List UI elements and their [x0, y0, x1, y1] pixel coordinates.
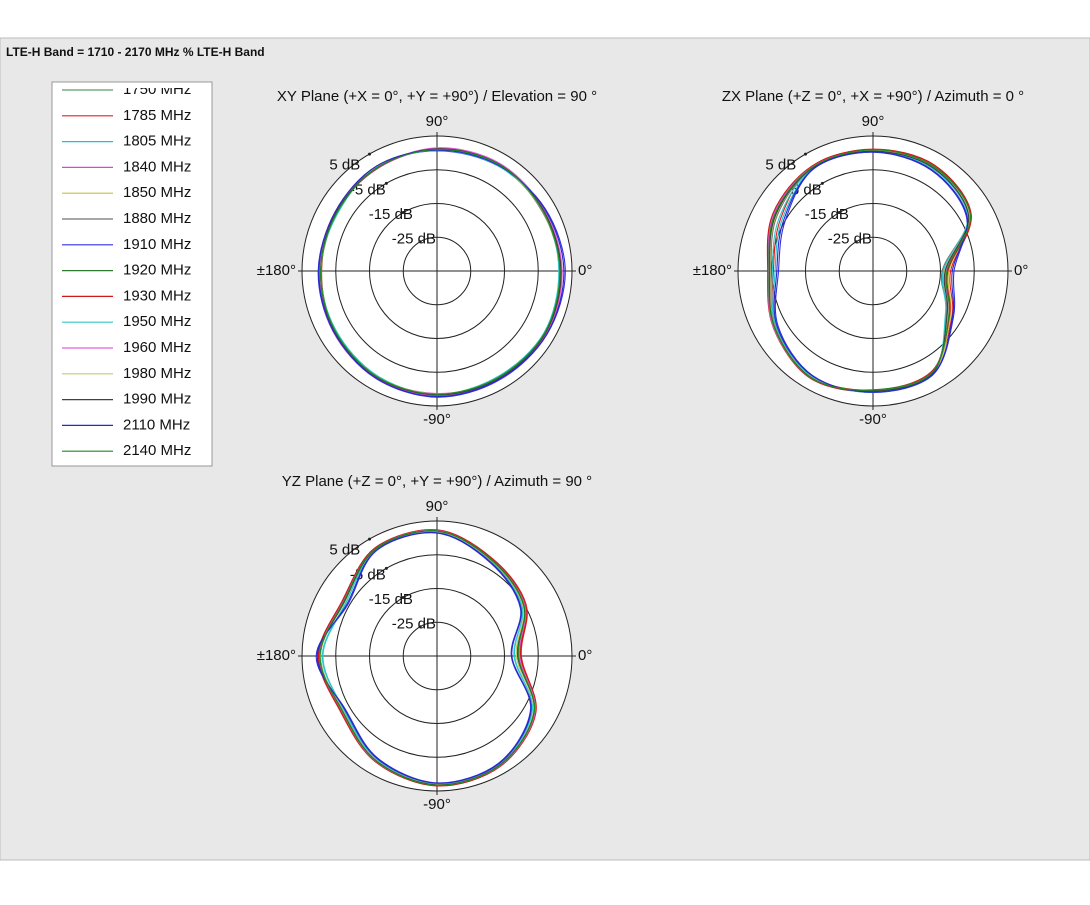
- r-tick-label: -15 dB: [369, 206, 413, 223]
- r-tick-label: 5 dB: [329, 157, 360, 174]
- r-tick: [368, 152, 371, 156]
- legend-label: 1840 MHz: [123, 158, 191, 175]
- legend-label: 1910 MHz: [123, 236, 191, 253]
- theta-tick-label: -90°: [859, 411, 887, 428]
- pattern-line: [320, 148, 561, 395]
- pattern-line: [315, 532, 532, 784]
- r-tick: [384, 566, 388, 570]
- r-tick: [418, 625, 422, 629]
- legend-label: 1980 MHz: [123, 365, 191, 382]
- r-tick-label: 5 dB: [329, 542, 360, 559]
- r-tick-label: 5 dB: [765, 157, 796, 174]
- r-tick-label: -15 dB: [369, 591, 413, 608]
- r-tick: [401, 211, 405, 215]
- pattern-line: [316, 531, 532, 784]
- pattern-line: [773, 151, 969, 393]
- r-tick: [820, 181, 824, 185]
- theta-tick-label: 90°: [426, 113, 449, 130]
- page-title: LTE-H Band = 1710 - 2170 MHz % LTE-H Ban…: [6, 45, 265, 59]
- r-tick-label: -15 dB: [805, 206, 849, 223]
- theta-tick-label: 0°: [1014, 262, 1028, 279]
- legend-label: 1960 MHz: [123, 339, 191, 356]
- plot-title: ZX Plane (+Z = 0°, +X = +90°) / Azimuth …: [722, 88, 1024, 105]
- r-tick: [837, 211, 841, 215]
- r-tick: [368, 537, 371, 541]
- theta-tick-label: ±180°: [257, 647, 296, 664]
- pattern-line: [319, 529, 536, 786]
- theta-tick-label: -90°: [423, 796, 451, 813]
- theta-tick-label: ±180°: [693, 262, 732, 279]
- pattern-line: [766, 148, 972, 392]
- legend-label: 1750 MHz: [123, 81, 191, 98]
- legend-label: 2140 MHz: [123, 442, 191, 459]
- theta-tick-label: 90°: [862, 113, 885, 130]
- r-tick: [418, 240, 422, 244]
- pattern-line: [318, 149, 565, 398]
- legend-label: 1990 MHz: [123, 391, 191, 408]
- plot-title: YZ Plane (+Z = 0°, +Y = +90°) / Azimuth …: [282, 473, 592, 490]
- legend-label: 1880 MHz: [123, 210, 191, 227]
- legend-label: 1930 MHz: [123, 287, 191, 304]
- legend-label: 2110 MHz: [123, 416, 190, 433]
- theta-tick-label: ±180°: [257, 262, 296, 279]
- pattern-line: [768, 150, 970, 392]
- r-tick: [854, 240, 858, 244]
- theta-tick-label: 90°: [426, 498, 449, 515]
- legend-label: 1850 MHz: [123, 184, 191, 201]
- pattern-line: [768, 149, 971, 391]
- theta-tick-label: -90°: [423, 411, 451, 428]
- r-tick: [384, 181, 388, 185]
- legend-label: 1785 MHz: [123, 107, 191, 124]
- r-tick-label: -25 dB: [392, 616, 436, 633]
- legend: [51, 81, 213, 467]
- legend-label: 1805 MHz: [123, 133, 191, 150]
- r-tick-label: -25 dB: [828, 231, 872, 248]
- plot-title: XY Plane (+X = 0°, +Y = +90°) / Elevatio…: [277, 88, 597, 105]
- legend-label: 1950 MHz: [123, 313, 191, 330]
- r-tick: [804, 152, 807, 156]
- r-tick: [401, 596, 405, 600]
- r-tick-label: -5 dB: [350, 181, 386, 198]
- r-tick-label: -25 dB: [392, 231, 436, 248]
- legend-label: 1920 MHz: [123, 262, 191, 279]
- pattern-line: [317, 529, 537, 787]
- theta-tick-label: 0°: [578, 647, 592, 664]
- legend-items: 1750 MHz 1785 MHz 1805 MHz 1840 MHz 1850 MHz…: [62, 81, 191, 459]
- theta-tick-label: 0°: [578, 262, 592, 279]
